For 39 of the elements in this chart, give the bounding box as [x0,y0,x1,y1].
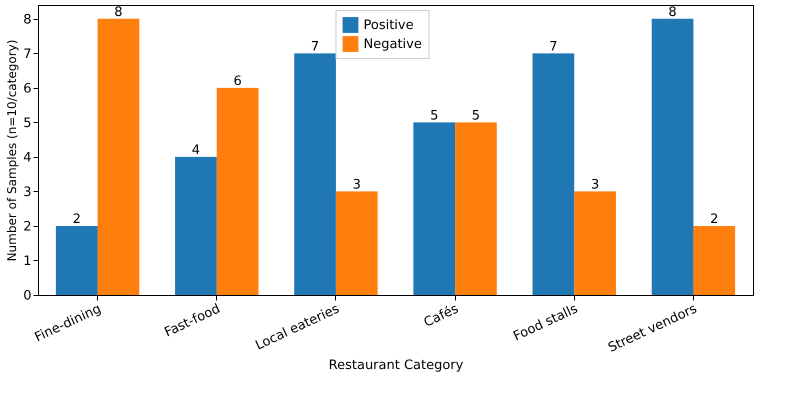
data-label: 5 [430,108,438,124]
data-label: 2 [710,212,718,227]
data-label: 5 [472,108,480,124]
bar [652,18,694,295]
bar [455,122,497,295]
y-tick-label: 6 [23,81,32,96]
y-tick-label: 4 [23,150,32,166]
bar [336,191,378,295]
bar [532,53,574,295]
bar [216,88,258,295]
legend-label: Positive [364,18,414,33]
y-tick-label: 0 [23,288,32,304]
data-label: 2 [72,212,81,227]
data-label: 7 [549,39,558,54]
data-label: 3 [590,177,600,192]
x-tick-label: Cafés [422,302,462,331]
data-label: 8 [668,4,677,20]
legend-label: Negative [364,37,422,52]
bar [98,18,140,295]
data-label: 6 [233,74,242,89]
y-tick-label: 2 [23,219,32,234]
y-tick-label: 5 [23,116,32,131]
y-axis-title: Number of Samples (n=10/category) [5,40,20,262]
y-tick-label: 8 [23,12,32,28]
bar [574,191,616,295]
x-tick-label: Food stalls [511,302,580,344]
bar [175,156,217,295]
data-label: 4 [192,142,200,158]
bar [693,226,736,295]
x-axis-title: Restaurant Category [328,358,464,373]
data-label: 3 [352,177,361,192]
y-tick-label: 1 [23,254,32,269]
y-tick-label: 7 [23,46,32,62]
data-label: 8 [114,4,123,20]
data-label: 7 [310,39,320,54]
y-tick-label: 3 [23,184,32,200]
bar [294,53,336,295]
bar [413,122,456,295]
bar [56,226,98,295]
